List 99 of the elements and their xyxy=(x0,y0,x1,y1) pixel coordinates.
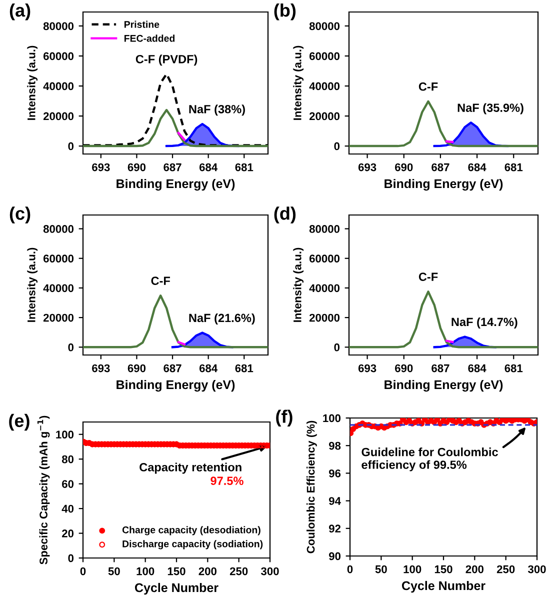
legend-label: Charge capacity (desodiation) xyxy=(122,526,260,536)
x-tick-label: 684 xyxy=(199,364,218,372)
annotation: Guideline for Coulombic efficiency of 99.5% xyxy=(362,448,498,472)
annotation: C-F xyxy=(418,272,438,281)
legend-label: Pristine xyxy=(124,20,160,28)
y-tick-label: 80000 xyxy=(309,22,340,30)
x-tick-label: 150 xyxy=(168,567,186,576)
x-axis-title: Cycle Number xyxy=(402,580,486,593)
y-tick-label: 0 xyxy=(68,554,74,562)
y-tick-label: 60000 xyxy=(309,254,340,262)
x-tick-label: 681 xyxy=(235,163,254,172)
y-axis-title: Intensity (a.u.) xyxy=(293,46,304,120)
y-tick-label: 80000 xyxy=(43,225,74,233)
y-tick-label: 80000 xyxy=(309,225,340,233)
y-tick-label: 90 xyxy=(329,552,341,560)
x-tick-label: 687 xyxy=(432,163,450,172)
annotation: C-F xyxy=(151,276,170,285)
y-tick-label: 94 xyxy=(329,497,341,505)
y-tick-label: 80000 xyxy=(43,22,74,30)
x-tick-label: 0 xyxy=(347,565,353,574)
annotation: C-F xyxy=(418,82,438,91)
x-axis-title: Binding Energy (eV) xyxy=(116,380,235,392)
x-tick-label: 200 xyxy=(466,565,484,574)
y-tick-label: 100 xyxy=(56,430,74,438)
annotation: NaF (14.7%) xyxy=(452,317,518,328)
text: (d) xyxy=(274,206,296,224)
y-tick-label: 40000 xyxy=(43,82,74,90)
y-tick-label: 20000 xyxy=(43,112,74,120)
y-tick-label: 40 xyxy=(62,504,74,513)
x-axis-title: Binding Energy (eV) xyxy=(384,380,503,392)
annotation: NaF (38%) xyxy=(189,104,245,116)
legend-label: Discharge capacity (sodiation) xyxy=(122,540,263,550)
x-tick-label: 693 xyxy=(92,364,110,372)
y-axis-title: Intensity (a.u.) xyxy=(293,248,304,322)
x-tick-label: 0 xyxy=(80,567,86,576)
y-tick-label: 20 xyxy=(62,530,74,538)
x-tick-label: 684 xyxy=(199,163,218,172)
x-tick-label: 690 xyxy=(395,163,413,172)
y-tick-label: 40000 xyxy=(43,284,74,292)
y-tick-label: 40000 xyxy=(309,82,340,90)
y-tick-label: 60000 xyxy=(43,52,74,60)
x-tick-label: 687 xyxy=(164,163,182,172)
y-tick-label: 20000 xyxy=(309,112,340,120)
x-tick-label: 50 xyxy=(375,565,387,574)
x-tick-label: 50 xyxy=(108,567,120,576)
x-tick-label: 681 xyxy=(235,364,254,372)
y-tick-label: 20000 xyxy=(43,314,74,322)
y-tick-label: 60000 xyxy=(43,254,74,262)
x-tick-label: 100 xyxy=(136,567,154,576)
x-tick-label: 690 xyxy=(395,364,413,372)
y-tick-label: 80 xyxy=(62,455,74,464)
text: (a) xyxy=(10,3,30,20)
y-tick-label: 0 xyxy=(68,142,74,150)
text: (e) xyxy=(9,414,30,431)
y-axis-title: Intensity (a.u.) xyxy=(27,248,38,322)
x-tick-label: 250 xyxy=(496,565,515,574)
x-tick-label: 684 xyxy=(468,163,486,172)
legend-label: FEC-added xyxy=(124,34,175,42)
x-tick-label: 693 xyxy=(358,163,376,172)
x-tick-label: 300 xyxy=(528,565,546,574)
x-tick-label: 100 xyxy=(404,565,422,574)
y-tick-label: 0 xyxy=(334,142,340,150)
annotation: NaF (21.6%) xyxy=(189,313,255,324)
y-tick-label: 100 xyxy=(323,414,341,422)
x-tick-label: 687 xyxy=(164,364,182,372)
y-tick-label: 0 xyxy=(334,343,340,352)
x-tick-label: 684 xyxy=(468,364,486,372)
x-tick-label: 250 xyxy=(230,567,248,576)
x-tick-label: 200 xyxy=(198,567,216,576)
y-tick-label: 92 xyxy=(329,524,341,533)
annotation: Capacity retention xyxy=(140,462,242,474)
text: (b) xyxy=(274,3,296,20)
y-tick-label: 98 xyxy=(329,442,341,450)
text: (c) xyxy=(10,206,30,224)
x-tick-label: 681 xyxy=(504,364,523,372)
x-tick-label: 150 xyxy=(434,565,452,574)
annotation: NaF (35.9%) xyxy=(458,103,524,114)
x-tick-label: 687 xyxy=(432,364,450,372)
x-tick-label: 690 xyxy=(128,364,146,372)
x-tick-label: 681 xyxy=(504,163,523,172)
x-tick-label: 693 xyxy=(92,163,110,172)
annotation: C-F (PVDF) xyxy=(136,54,198,66)
x-axis-title: Binding Energy (eV) xyxy=(384,178,503,191)
y-tick-label: 60 xyxy=(62,480,74,488)
annotation: 97.5% xyxy=(210,476,244,486)
x-axis-title: Cycle Number xyxy=(134,582,218,595)
x-tick-label: 300 xyxy=(260,567,279,576)
y-tick-label: 96 xyxy=(329,469,341,478)
y-axis-title: Specific Capacity (mAh g$^{−1}$) xyxy=(37,416,50,564)
x-axis-title: Binding Energy (eV) xyxy=(116,178,235,191)
y-axis-title: Coulombic Efficiency (%) xyxy=(306,420,317,554)
y-axis-title: Intensity (a.u.) xyxy=(27,46,38,120)
x-tick-label: 693 xyxy=(358,364,376,372)
y-tick-label: 40000 xyxy=(309,284,340,292)
y-tick-label: 20000 xyxy=(309,314,340,322)
y-tick-label: 0 xyxy=(68,343,74,352)
y-tick-label: 60000 xyxy=(309,52,340,60)
text: (f) xyxy=(276,410,292,427)
x-tick-label: 690 xyxy=(128,163,146,172)
